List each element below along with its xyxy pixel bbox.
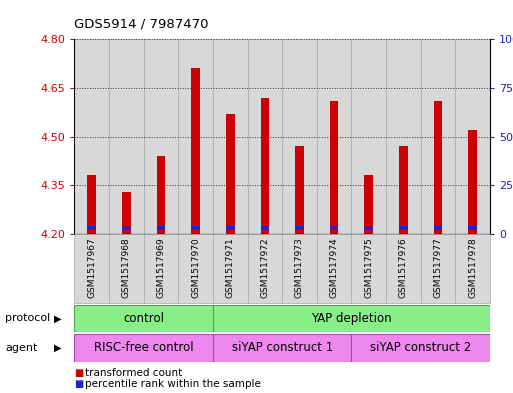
Text: ■: ■ — [74, 367, 84, 378]
Bar — [421, 234, 455, 303]
Text: transformed count: transformed count — [85, 367, 182, 378]
Text: GSM1517968: GSM1517968 — [122, 237, 131, 298]
Bar — [421, 39, 455, 234]
Bar — [109, 234, 144, 303]
Bar — [386, 39, 421, 234]
Text: GSM1517971: GSM1517971 — [226, 237, 235, 298]
Bar — [282, 39, 317, 234]
Bar — [330, 226, 339, 229]
Bar — [433, 226, 442, 230]
Text: ▶: ▶ — [54, 313, 62, 323]
Bar — [213, 305, 490, 332]
Bar — [144, 234, 179, 303]
Bar — [468, 226, 477, 230]
Text: siYAP construct 2: siYAP construct 2 — [370, 341, 471, 354]
Bar — [468, 130, 477, 234]
Bar — [179, 234, 213, 303]
Bar — [144, 39, 178, 234]
Bar — [317, 39, 351, 234]
Bar — [213, 334, 351, 362]
Text: GDS5914 / 7987470: GDS5914 / 7987470 — [74, 18, 209, 31]
Bar — [386, 234, 421, 303]
Bar — [399, 226, 408, 230]
Text: siYAP construct 1: siYAP construct 1 — [231, 341, 333, 354]
Bar — [351, 234, 386, 303]
Bar — [226, 226, 234, 230]
Bar — [364, 176, 373, 234]
Text: control: control — [123, 312, 164, 325]
Bar — [178, 39, 213, 234]
Text: protocol: protocol — [5, 313, 50, 323]
Text: YAP depletion: YAP depletion — [311, 312, 392, 325]
Text: ■: ■ — [74, 379, 84, 389]
Text: GSM1517970: GSM1517970 — [191, 237, 200, 298]
Bar — [191, 68, 200, 234]
Bar — [351, 39, 386, 234]
Bar — [213, 39, 247, 234]
Bar — [399, 146, 408, 234]
Text: GSM1517967: GSM1517967 — [87, 237, 96, 298]
Text: ▶: ▶ — [54, 343, 62, 353]
Bar — [156, 226, 165, 230]
Text: GSM1517975: GSM1517975 — [364, 237, 373, 298]
Text: GSM1517977: GSM1517977 — [433, 237, 443, 298]
Bar — [295, 146, 304, 234]
Text: GSM1517978: GSM1517978 — [468, 237, 477, 298]
Bar — [226, 114, 234, 234]
Bar — [364, 227, 373, 230]
Bar — [109, 39, 144, 234]
Text: GSM1517969: GSM1517969 — [156, 237, 166, 298]
Bar — [122, 192, 131, 234]
Text: GSM1517972: GSM1517972 — [260, 237, 269, 298]
Text: percentile rank within the sample: percentile rank within the sample — [85, 379, 261, 389]
Bar — [87, 226, 96, 230]
Bar — [433, 101, 442, 234]
Bar — [191, 226, 200, 230]
Bar — [87, 176, 96, 234]
Bar — [261, 97, 269, 234]
Bar — [351, 334, 490, 362]
Bar — [282, 234, 317, 303]
Bar — [330, 101, 339, 234]
Bar — [295, 226, 304, 230]
Bar — [213, 234, 247, 303]
Bar — [247, 39, 282, 234]
Bar — [247, 234, 282, 303]
Text: RISC-free control: RISC-free control — [94, 341, 193, 354]
Text: agent: agent — [5, 343, 37, 353]
Text: GSM1517973: GSM1517973 — [295, 237, 304, 298]
Bar — [74, 39, 109, 234]
Bar — [156, 156, 165, 234]
Bar — [74, 334, 213, 362]
Bar — [74, 234, 109, 303]
Text: GSM1517974: GSM1517974 — [329, 237, 339, 298]
Text: GSM1517976: GSM1517976 — [399, 237, 408, 298]
Bar — [261, 226, 269, 229]
Bar — [317, 234, 351, 303]
Bar — [455, 39, 490, 234]
Bar — [122, 227, 131, 230]
Bar — [456, 234, 490, 303]
Bar — [74, 305, 213, 332]
